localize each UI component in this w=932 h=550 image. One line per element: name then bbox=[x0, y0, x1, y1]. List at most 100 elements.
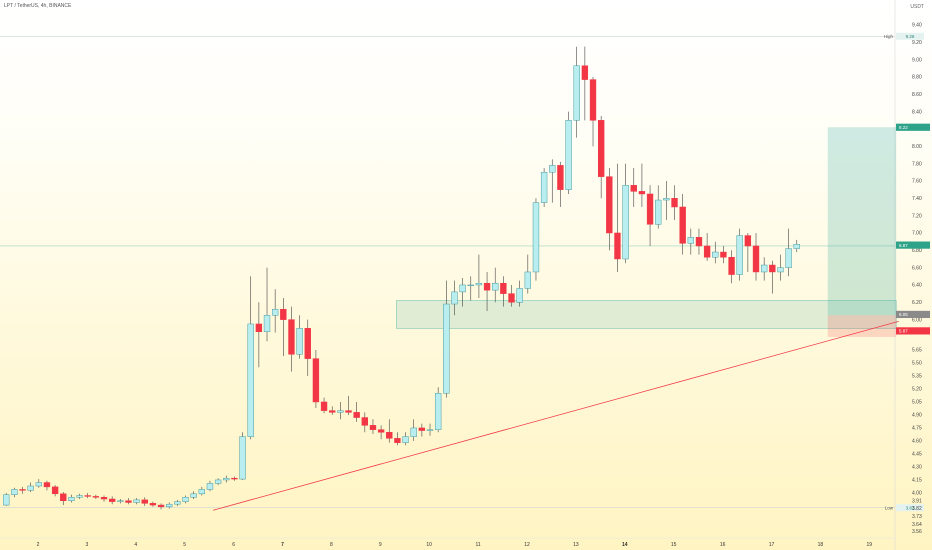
candle-down bbox=[361, 417, 368, 426]
candle-down bbox=[312, 358, 320, 403]
candle-up bbox=[133, 499, 140, 503]
candle-up bbox=[565, 120, 572, 190]
candle-up bbox=[532, 202, 540, 273]
candle-down bbox=[728, 256, 735, 275]
candle-down bbox=[703, 245, 711, 258]
candle-up bbox=[76, 495, 83, 498]
candle-down bbox=[581, 65, 589, 80]
candle-up bbox=[549, 165, 556, 173]
candle-down bbox=[597, 120, 605, 177]
candle-down bbox=[377, 429, 385, 433]
candle-up bbox=[35, 482, 42, 487]
candle-up bbox=[3, 494, 10, 506]
price-tick-label: 7.40 bbox=[912, 196, 922, 202]
candle-up bbox=[712, 251, 719, 258]
symbol-header: LPT / TetherUS, 4h, BINANCE bbox=[4, 3, 72, 9]
price-tag-value: 8.22 bbox=[899, 125, 908, 130]
candle-down bbox=[614, 232, 621, 260]
candle-down bbox=[149, 503, 157, 506]
candle-up bbox=[434, 393, 442, 430]
zone-target bbox=[827, 127, 897, 316]
candle-up bbox=[760, 264, 768, 273]
candle-down bbox=[125, 500, 132, 503]
candle-down bbox=[630, 185, 637, 192]
price-tag-value: 6.05 bbox=[899, 312, 908, 317]
price-tick-label: 3.56 bbox=[912, 529, 922, 535]
candle-down bbox=[679, 206, 686, 244]
candle-up bbox=[777, 267, 784, 273]
candle-up bbox=[451, 291, 458, 305]
price-tick-label: 5.65 bbox=[912, 348, 922, 354]
candle-up bbox=[402, 436, 409, 443]
candle-down bbox=[394, 438, 401, 443]
price-tick-label: 5.05 bbox=[912, 400, 922, 406]
price-tick-label: 6.20 bbox=[912, 300, 922, 306]
candle-down bbox=[752, 245, 760, 273]
candle-up bbox=[166, 503, 173, 508]
candle-down bbox=[51, 486, 59, 495]
candle-down bbox=[500, 282, 507, 294]
support-trendline bbox=[212, 320, 899, 511]
time-tick-label: 7 bbox=[281, 542, 284, 548]
candle-up bbox=[459, 284, 466, 293]
price-tick-label: 6.00 bbox=[912, 317, 922, 323]
candle-down bbox=[418, 427, 426, 431]
candle-up bbox=[475, 282, 483, 286]
price-tick-label: 4.15 bbox=[912, 478, 922, 484]
hline-value-high: 9.26 bbox=[906, 34, 915, 39]
candle-down bbox=[329, 410, 336, 413]
candle-up bbox=[247, 323, 254, 437]
candle-up bbox=[793, 243, 800, 249]
candle-down bbox=[304, 328, 311, 359]
candle-up bbox=[223, 477, 230, 481]
price-tick-label: 4.60 bbox=[912, 439, 922, 445]
candle-down bbox=[60, 493, 67, 501]
candle-up bbox=[467, 284, 474, 287]
time-tick-label: 14 bbox=[622, 542, 628, 548]
candle-up bbox=[573, 65, 580, 121]
candle-up bbox=[239, 436, 246, 480]
time-tick-label: 6 bbox=[232, 542, 235, 548]
time-tick-label: 5 bbox=[183, 542, 186, 548]
candle-down bbox=[43, 482, 51, 488]
candle-up bbox=[663, 198, 670, 201]
price-tick-label: 3.82 bbox=[912, 506, 922, 512]
price-tick-label: 6.80 bbox=[912, 248, 922, 254]
time-tick-label: 10 bbox=[426, 542, 432, 548]
hline-value-tag-high bbox=[896, 32, 924, 40]
candle-down bbox=[744, 235, 752, 247]
price-tick-label: 3.64 bbox=[912, 522, 922, 528]
hline-value-low: 3.83 bbox=[906, 505, 915, 510]
price-tick-label: 7.60 bbox=[912, 179, 922, 185]
candle-down bbox=[141, 499, 148, 504]
price-tag bbox=[896, 241, 930, 249]
price-tick-label: 5.20 bbox=[912, 387, 922, 393]
candle-down bbox=[345, 410, 352, 413]
time-tick-label: 2 bbox=[37, 542, 40, 548]
candle-up bbox=[622, 185, 629, 260]
candle-up bbox=[785, 248, 792, 268]
candle-down bbox=[483, 282, 491, 291]
price-tick-label: 4.90 bbox=[912, 413, 922, 419]
time-tick-label: 8 bbox=[330, 542, 333, 548]
price-tick-label: 4.45 bbox=[912, 452, 922, 458]
candle-up bbox=[174, 501, 181, 505]
candle-down bbox=[606, 176, 613, 234]
candle-down bbox=[92, 496, 100, 498]
candle-up bbox=[214, 479, 222, 484]
candle-down bbox=[288, 319, 295, 355]
candle-down bbox=[255, 323, 263, 333]
time-tick-label: 16 bbox=[720, 542, 726, 548]
price-tick-label: 7.80 bbox=[912, 161, 922, 167]
candle-up bbox=[182, 497, 189, 502]
price-tick-label: 4.75 bbox=[912, 426, 922, 432]
candle-up bbox=[337, 410, 344, 413]
candle-down bbox=[108, 498, 116, 502]
candle-down bbox=[589, 79, 597, 121]
price-tick-label: 8.80 bbox=[912, 75, 922, 81]
price-tick-label: 6.40 bbox=[912, 283, 922, 289]
price-tick-label: 6.60 bbox=[912, 265, 922, 271]
candle-down bbox=[638, 191, 646, 195]
